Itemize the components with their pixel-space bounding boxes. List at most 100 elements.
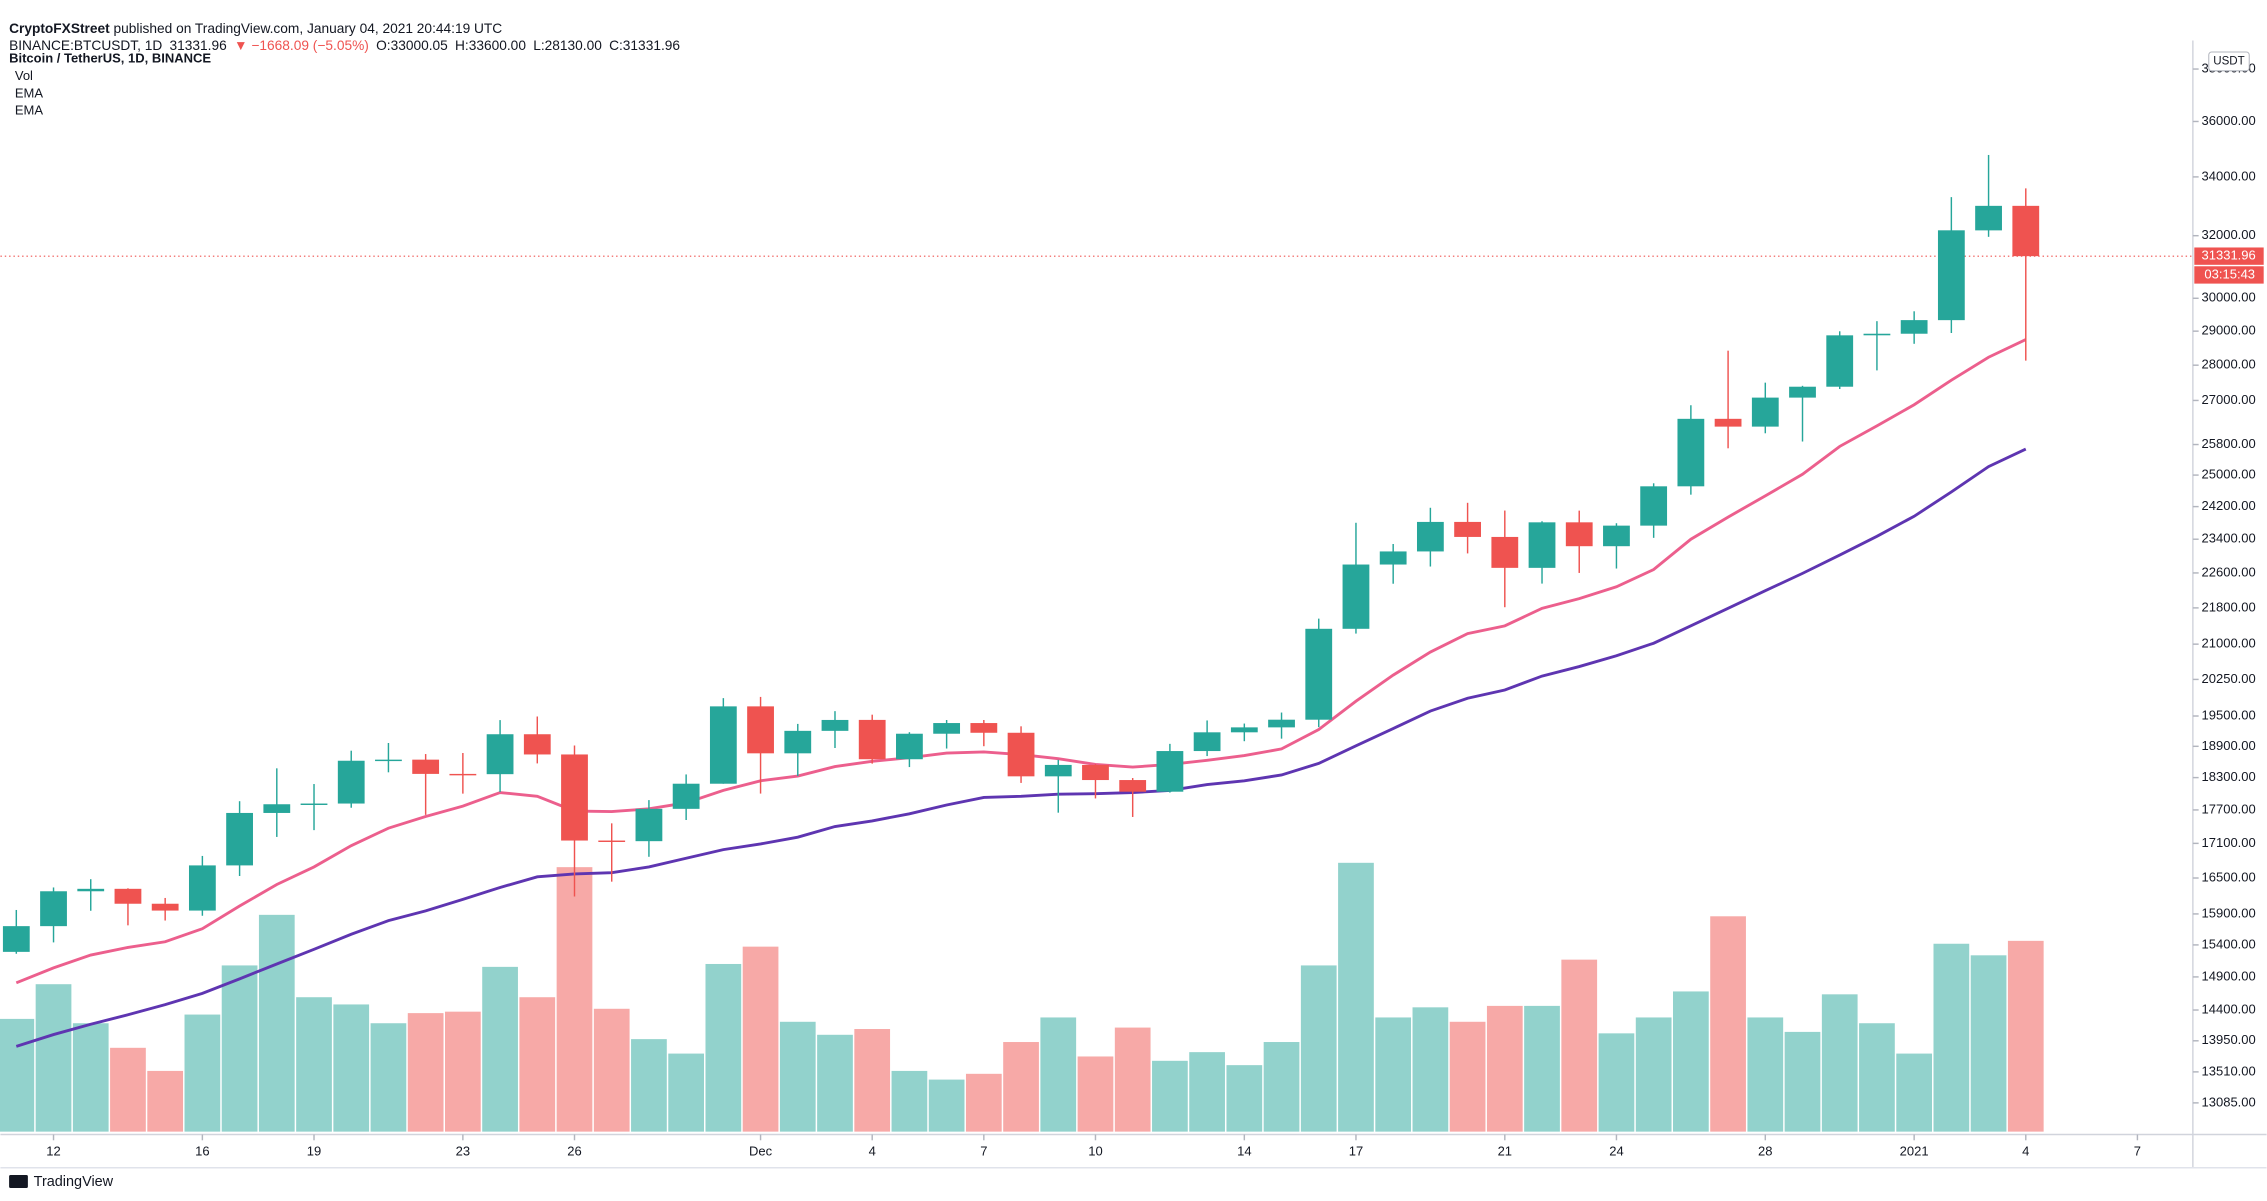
y-tick-label: 25000.00 — [2202, 467, 2256, 482]
y-tick-label: 13510.00 — [2202, 1063, 2256, 1078]
volume-bar — [1114, 1027, 1151, 1132]
candle-body — [1305, 628, 1333, 720]
y-tick-label: 24200.00 — [2202, 498, 2256, 513]
y-tick-label: 18900.00 — [2202, 738, 2256, 753]
volume-bar — [1859, 1023, 1895, 1132]
candle-body — [1565, 522, 1593, 547]
countdown-box — [2194, 266, 2264, 284]
candle-body — [40, 891, 67, 927]
candle-body — [1416, 521, 1444, 552]
candle-body — [486, 734, 514, 775]
volume-bar — [1152, 1060, 1188, 1132]
x-tick-label: 2021 — [1900, 1143, 1929, 1158]
candle-body — [1119, 780, 1147, 792]
x-tick-label: 7 — [980, 1143, 987, 1158]
candle-body — [747, 706, 774, 754]
y-tick-label: 28000.00 — [2202, 357, 2256, 372]
candle-body — [858, 719, 886, 760]
candle-body — [300, 803, 328, 805]
x-tick-label: 26 — [567, 1143, 581, 1158]
y-tick-label: 21000.00 — [2202, 636, 2256, 651]
y-tick-label: 13085.00 — [2202, 1094, 2256, 1109]
candle-body — [449, 773, 477, 776]
candle-body — [226, 812, 253, 866]
volume-bar — [1040, 1017, 1077, 1132]
countdown: 03:15:43 — [2204, 266, 2255, 281]
volume-bar — [482, 966, 518, 1132]
candle-body — [77, 888, 105, 892]
volume-bar — [1077, 1056, 1114, 1132]
candle-body — [1491, 536, 1519, 568]
y-tick-label: 16500.00 — [2202, 869, 2256, 884]
volume-bar — [928, 1079, 965, 1132]
candle-body — [896, 733, 923, 760]
x-tick-label: 7 — [2134, 1143, 2141, 1158]
y-tick-label: 13950.00 — [2202, 1032, 2256, 1047]
x-tick-label: 23 — [456, 1143, 470, 1158]
candle-body — [1603, 525, 1630, 547]
candle-body — [598, 840, 626, 842]
change: ▼ −1668.09 (−5.05%) — [234, 38, 369, 53]
volume-bar — [1300, 965, 1337, 1132]
candle-body — [709, 706, 737, 784]
y-tick-label: 20250.00 — [2202, 671, 2256, 686]
volume-bar — [370, 1023, 407, 1132]
low: L:28130.00 — [533, 38, 602, 53]
x-tick-label: Dec — [749, 1143, 773, 1158]
candle-body — [412, 759, 440, 774]
candle-body — [1342, 564, 1370, 629]
volume-bar — [817, 1034, 853, 1132]
volume-bar — [1003, 1042, 1039, 1132]
header-line-2: BINANCE:BTCUSDT, 1D 31331.96 ▼ −1668.09 (−… — [9, 38, 680, 53]
candle-body — [1268, 719, 1295, 728]
candle-body — [2012, 205, 2040, 257]
candle-body — [1044, 764, 1072, 777]
volume-bar — [35, 984, 72, 1132]
open: O:33000.05 — [376, 38, 448, 53]
volume-bar — [1263, 1042, 1300, 1132]
y-tick-label: 14900.00 — [2202, 968, 2256, 983]
candle-body — [970, 723, 998, 733]
candle-body — [1900, 320, 1928, 334]
volume-bar — [1412, 1007, 1449, 1132]
x-tick-label: 17 — [1349, 1143, 1363, 1158]
volume-bar — [593, 1008, 630, 1132]
candle-body — [1379, 551, 1407, 565]
y-tick-label: 21800.00 — [2202, 599, 2256, 614]
candle-body — [821, 719, 849, 731]
y-tick-label: 18300.00 — [2202, 769, 2256, 784]
logo-icon — [9, 1174, 28, 1188]
candle-body — [263, 804, 291, 813]
candle-body — [2, 926, 30, 952]
candle-body — [672, 783, 700, 809]
y-tick-label: 19500.00 — [2202, 707, 2256, 722]
volume-bar — [1189, 1052, 1225, 1132]
y-tick-label: 14400.00 — [2202, 1001, 2256, 1016]
volume-bar — [1375, 1017, 1412, 1132]
legend-vol: Vol — [15, 68, 33, 83]
candle-body — [1863, 333, 1891, 336]
volume-bar — [184, 1014, 221, 1132]
candle-body — [1193, 732, 1221, 752]
y-tick-label: 25800.00 — [2202, 436, 2256, 451]
x-tick-label: 16 — [195, 1143, 209, 1158]
x-tick-label: 14 — [1237, 1143, 1251, 1158]
last: 31331.96 — [170, 38, 228, 53]
header-line-1: CryptoFXStreet published on TradingView.… — [9, 21, 502, 36]
x-tick-label: 24 — [1609, 1143, 1623, 1158]
author: CryptoFXStreet — [9, 21, 110, 36]
candle-body — [337, 760, 365, 804]
volume-bar — [1933, 943, 1970, 1132]
published: published on TradingView.com, January 04… — [114, 21, 503, 36]
volume-bar — [779, 1021, 816, 1132]
volume-bar — [296, 997, 332, 1132]
volume-bar — [72, 1023, 109, 1132]
volume-bar — [1598, 1033, 1635, 1132]
volume-bar — [1561, 959, 1598, 1132]
volume-bar — [1449, 1021, 1486, 1132]
volume-bar — [110, 1047, 146, 1132]
volume-bar — [1338, 862, 1374, 1132]
volume-bar — [1747, 1017, 1784, 1132]
